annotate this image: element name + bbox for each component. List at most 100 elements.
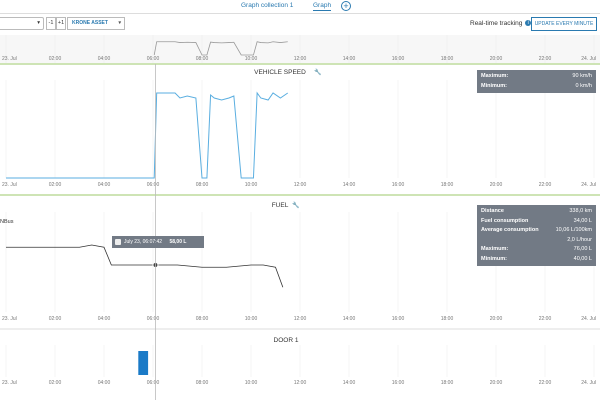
fuel-series-line [6,244,284,288]
tick-label: 10:00 [245,56,258,62]
tick-label: 23. Jul [2,56,17,62]
overview-grid [5,35,595,63]
tick-label: 10:00 [245,316,258,322]
update-every-minute-button[interactable]: UPDATE EVERY MINUTE [531,17,597,31]
stats-label: Maximum: [481,246,509,252]
tick-label: 12:00 [294,56,307,62]
stats-label: Minimum: [481,82,507,89]
tick-label: 24. Jul [581,316,596,322]
tick-label: 04:00 [98,182,111,188]
stats-label: Average consumption [481,227,539,233]
overview-line [153,41,288,56]
door-grid [5,345,595,377]
stats-row: Minimum: 0 km/h [481,82,592,92]
speed-panel-title: VEHICLE SPEED [254,69,306,76]
step-forward-button[interactable]: +1 [56,17,66,30]
tick-label: 06:00 [147,182,160,188]
tick-label: 04:00 [98,316,111,322]
stats-row: Distance 338,0 km [481,207,592,217]
stats-row: Fuel consumption 34,00 L [481,217,592,227]
realtime-tracking-text: Real-time tracking [470,20,523,27]
tab-graph[interactable]: Graph [313,2,332,11]
fuel-side-label: NBus [0,219,14,225]
asset-select[interactable]: KRONE ASSET ▾ [67,17,125,30]
fuel-panel-title: FUEL [272,202,289,209]
tick-label: 18:00 [441,182,454,188]
tick-label: 02:00 [49,56,62,62]
tick-label: 16:00 [392,316,405,322]
fuel-ticks: 23. Jul 02:00 04:00 06:00 08:00 10:00 12:00 14:… [2,316,596,322]
stats-label: Minimum: [481,255,507,262]
speed-grid [5,80,595,178]
tick-label: 23. Jul [2,380,17,386]
step-back-button[interactable]: -1 [46,17,56,30]
tick-label: 10:00 [245,380,258,386]
tick-label: 08:00 [196,316,209,322]
tick-label: 16:00 [392,380,405,386]
tick-label: 08:00 [196,380,209,386]
stats-value: 0 km/h [575,82,592,89]
door-panel-title: DOOR 1 [274,337,299,344]
stats-value: 34,00 L [573,217,592,224]
stats-row: Maximum: 90 km/h [481,72,592,82]
wrench-icon[interactable]: 🔧 [292,201,299,209]
stats-row: Average consumption 10,06 L/100km [481,226,592,236]
tick-label: 18:00 [441,380,454,386]
speed-ticks: 23. Jul 02:00 04:00 06:00 08:00 10:00 12:00 14:… [2,182,596,188]
tick-label: 14:00 [343,182,356,188]
stats-row: Maximum: 76,00 L [481,245,592,255]
add-tab-icon[interactable]: + [341,1,351,11]
tick-label: 14:00 [343,380,356,386]
tick-label: 23. Jul [2,316,17,322]
tick-label: 16:00 [392,56,405,62]
tick-label: 14:00 [343,56,356,62]
tick-label: 02:00 [49,380,62,386]
chevron-down-icon: ▾ [118,20,121,26]
door-bars [138,351,149,375]
asset-select-value: KRONE ASSET [72,20,108,26]
tick-label: 24. Jul [581,182,596,188]
tick-label: 14:00 [343,316,356,322]
stats-value: 76,00 L [573,246,592,252]
stats-value: 40,00 L [573,255,592,262]
tab-graph-collection-1[interactable]: Graph collection 1 [241,2,294,9]
tick-label: 12:00 [294,316,307,322]
toolbar: ▾ -1 +1 KRONE ASSET ▾ Real-time tracking … [0,15,600,34]
tick-label: 22:00 [539,182,552,188]
tick-label: 06:00 [147,380,160,386]
wrench-icon[interactable]: 🔧 [314,68,321,76]
tick-label: 10:00 [245,182,258,188]
door-ticks: 23. Jul 02:00 04:00 06:00 08:00 10:00 12:00 14:… [2,380,596,386]
realtime-tracking-label: Real-time tracking i [470,20,532,27]
stats-row: 2,0 L/hour [481,236,592,246]
tick-label: 24. Jul [581,56,596,62]
tick-label: 20:00 [490,182,503,188]
tab-bar: Graph collection 1 Graph + [0,0,600,14]
tick-label: 08:00 [196,56,209,62]
chevron-down-icon: ▾ [37,20,40,26]
tick-label: 20:00 [490,380,503,386]
fuel-stats-box: Distance 338,0 km Fuel consumption 34,00 L A… [477,205,596,266]
speed-stats-box: Maximum: 90 km/h Minimum: 0 km/h [477,70,596,93]
info-icon[interactable]: i [525,20,532,27]
tick-label: 02:00 [49,182,62,188]
tick-label: 08:00 [196,182,209,188]
speed-series-line [6,91,289,179]
tick-label: 16:00 [392,182,405,188]
stats-row: Minimum: 40,00 L [481,255,592,265]
stats-label: Distance [481,208,504,214]
tick-label: 02:00 [49,316,62,322]
tick-label: 04:00 [98,380,111,386]
stats-label: Maximum: [481,73,509,79]
tick-label: 22:00 [539,56,552,62]
stats-value: 338,0 km [569,208,592,214]
tick-label: 20:00 [490,56,503,62]
tick-label: 12:00 [294,182,307,188]
tick-label: 12:00 [294,380,307,386]
tick-label: 18:00 [441,316,454,322]
tick-label: 22:00 [539,380,552,386]
overview-ticks: 23. Jul 02:00 04:00 06:00 08:00 10:00 12:00 14:… [2,56,596,62]
date-selector[interactable]: ▾ [0,17,44,30]
door-open-bar[interactable] [138,351,149,375]
